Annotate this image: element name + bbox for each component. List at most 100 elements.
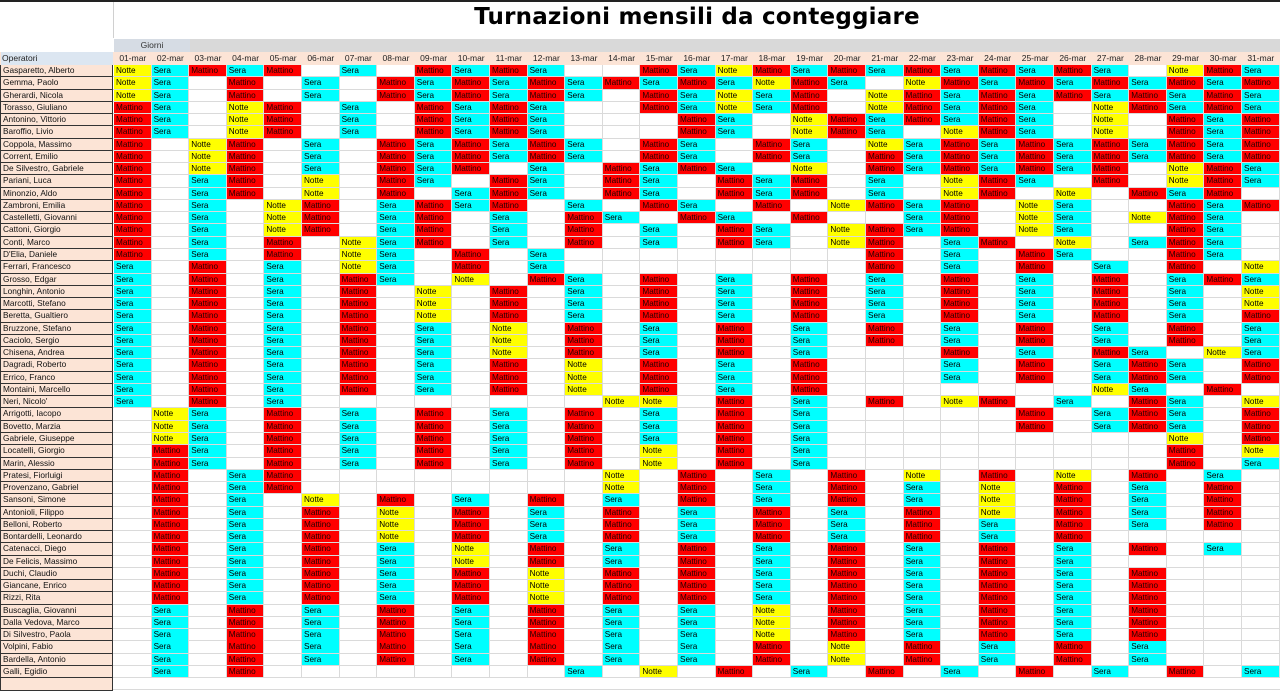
shift-cell[interactable]: Sera xyxy=(414,383,453,396)
shift-cell[interactable]: Mattino xyxy=(828,114,866,126)
shift-cell[interactable]: Mattino xyxy=(903,641,942,653)
shift-cell[interactable] xyxy=(528,347,566,359)
shift-cell[interactable] xyxy=(791,469,829,482)
shift-cell[interactable] xyxy=(227,261,265,273)
shift-cell[interactable]: Sera xyxy=(377,543,415,555)
day-header[interactable]: 23-mar xyxy=(946,53,974,63)
shift-cell[interactable] xyxy=(302,420,340,432)
shift-cell[interactable]: Mattino xyxy=(715,408,754,420)
shift-cell[interactable]: Sera xyxy=(640,236,678,249)
shift-cell[interactable] xyxy=(904,408,942,420)
shift-cell[interactable] xyxy=(114,494,152,506)
operator-name[interactable]: Pariani, Luca xyxy=(0,175,113,188)
shift-cell[interactable] xyxy=(490,616,528,629)
shift-cell[interactable] xyxy=(1054,126,1092,138)
shift-cell[interactable] xyxy=(716,469,754,482)
shift-cell[interactable]: Mattino xyxy=(828,592,866,604)
shift-cell[interactable] xyxy=(678,187,716,199)
shift-cell[interactable]: Mattino xyxy=(602,163,641,175)
shift-cell[interactable] xyxy=(565,163,603,175)
shift-cell[interactable] xyxy=(528,285,566,298)
shift-cell[interactable] xyxy=(377,322,415,334)
shift-cell[interactable] xyxy=(866,580,904,592)
shift-cell[interactable] xyxy=(264,506,302,518)
shift-cell[interactable]: Mattino xyxy=(1242,150,1280,163)
shift-cell[interactable]: Sera xyxy=(715,310,754,322)
shift-cell[interactable]: Sera xyxy=(452,629,490,641)
shift-cell[interactable] xyxy=(302,273,340,285)
shift-cell[interactable]: Sera xyxy=(1204,236,1242,249)
shift-cell[interactable] xyxy=(866,445,904,457)
shift-cell[interactable] xyxy=(377,482,415,494)
shift-cell[interactable]: Sera xyxy=(715,285,754,298)
shift-cell[interactable] xyxy=(1242,518,1280,531)
shift-cell[interactable] xyxy=(189,482,227,494)
shift-cell[interactable]: Mattino xyxy=(452,89,490,101)
shift-cell[interactable]: Sera xyxy=(715,371,754,383)
shift-cell[interactable] xyxy=(528,199,566,212)
shift-cell[interactable] xyxy=(565,187,603,199)
shift-cell[interactable]: Sera xyxy=(490,212,528,224)
operator-name[interactable]: Corrent, Emilio xyxy=(0,150,113,164)
shift-cell[interactable] xyxy=(603,273,641,285)
shift-cell[interactable]: Sera xyxy=(941,666,979,678)
shift-cell[interactable]: Mattino xyxy=(1091,285,1130,298)
shift-cell[interactable] xyxy=(340,138,378,150)
shift-cell[interactable] xyxy=(1092,616,1130,629)
shift-cell[interactable]: Mattino xyxy=(1242,359,1280,371)
shift-cell[interactable] xyxy=(1016,383,1054,396)
shift-cell[interactable]: Sera xyxy=(866,310,904,322)
shift-cell[interactable]: Sera xyxy=(151,641,190,653)
shift-cell[interactable]: Mattino xyxy=(602,187,641,199)
shift-cell[interactable]: Mattino xyxy=(565,457,603,469)
shift-cell[interactable]: Mattino xyxy=(903,89,942,101)
shift-cell[interactable]: Mattino xyxy=(189,396,227,408)
shift-cell[interactable]: Sera xyxy=(678,101,716,114)
shift-cell[interactable] xyxy=(603,298,641,310)
shift-cell[interactable] xyxy=(941,445,979,457)
shift-cell[interactable] xyxy=(603,383,641,396)
shift-cell[interactable]: Mattino xyxy=(640,285,678,298)
shift-cell[interactable]: Mattino xyxy=(678,163,716,175)
shift-cell[interactable] xyxy=(678,432,716,445)
shift-cell[interactable]: Sera xyxy=(414,347,453,359)
shift-cell[interactable]: Mattino xyxy=(189,383,227,396)
shift-cell[interactable]: Notte xyxy=(1204,347,1242,359)
shift-cell[interactable]: Mattino xyxy=(1016,359,1054,371)
shift-cell[interactable] xyxy=(302,236,340,249)
shift-cell[interactable]: Sera xyxy=(490,138,528,150)
shift-cell[interactable]: Sera xyxy=(828,531,866,543)
shift-cell[interactable] xyxy=(528,383,566,396)
shift-cell[interactable] xyxy=(415,273,453,285)
shift-cell[interactable]: Mattino xyxy=(1166,150,1205,163)
shift-cell[interactable] xyxy=(828,212,866,224)
shift-cell[interactable] xyxy=(1054,114,1092,126)
shift-cell[interactable] xyxy=(866,518,904,531)
shift-cell[interactable]: Mattino xyxy=(1166,322,1205,334)
shift-cell[interactable]: Mattino xyxy=(828,482,866,494)
shift-cell[interactable]: Sera xyxy=(114,371,152,383)
shift-cell[interactable] xyxy=(565,506,603,518)
shift-cell[interactable] xyxy=(1016,616,1054,629)
shift-cell[interactable] xyxy=(340,494,378,506)
shift-cell[interactable] xyxy=(1054,347,1092,359)
operator-name[interactable]: Marcotti, Stefano xyxy=(0,298,113,311)
day-header[interactable]: 09-mar xyxy=(420,53,448,63)
shift-cell[interactable] xyxy=(979,383,1017,396)
shift-cell[interactable]: Mattino xyxy=(1242,371,1280,383)
shift-cell[interactable]: Mattino xyxy=(339,383,378,396)
shift-cell[interactable]: Mattino xyxy=(1242,310,1280,322)
shift-cell[interactable]: Mattino xyxy=(790,212,829,224)
shift-cell[interactable]: Notte xyxy=(339,236,378,249)
shift-cell[interactable] xyxy=(828,371,866,383)
shift-cell[interactable]: Mattino xyxy=(490,359,528,371)
shift-cell[interactable] xyxy=(1092,567,1130,580)
shift-cell[interactable]: Mattino xyxy=(753,199,791,212)
shift-cell[interactable]: Notte xyxy=(941,175,979,187)
shift-cell[interactable] xyxy=(415,616,453,629)
shift-cell[interactable]: Notte xyxy=(151,420,190,432)
operator-name[interactable]: De Silvestro, Gabriele xyxy=(0,163,113,176)
day-header[interactable]: 20-mar xyxy=(833,53,861,63)
shift-cell[interactable]: Sera xyxy=(1016,347,1054,359)
shift-cell[interactable] xyxy=(264,518,302,531)
